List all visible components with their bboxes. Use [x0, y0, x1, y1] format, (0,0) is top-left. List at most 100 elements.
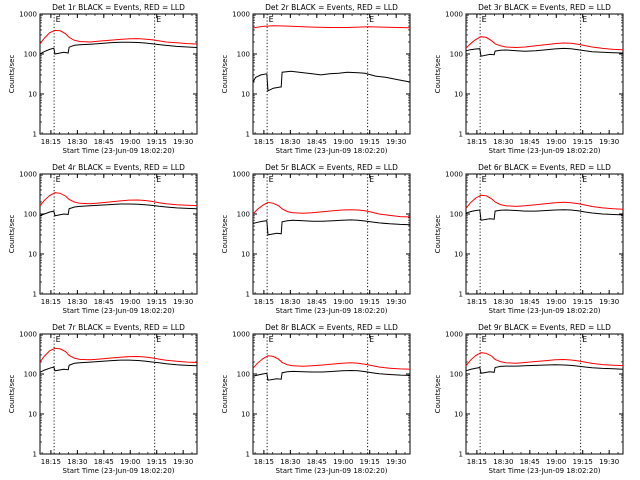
event-marker-label: E	[156, 15, 161, 24]
chart-panel-3: Det 3r BLACK = Events, RED = LLD 1 10 100 10…	[434, 3, 624, 155]
x-tick-label: 19:30	[386, 138, 406, 146]
plot-frame	[465, 13, 624, 135]
y-tick-label: 1000	[445, 331, 463, 339]
series-line-events	[252, 369, 411, 381]
plot-frame	[465, 173, 624, 295]
x-tick-label: 18:15	[467, 458, 487, 466]
event-marker-label: E	[56, 175, 61, 184]
chart-title: Det 8r BLACK = Events, RED = LLD	[265, 323, 398, 332]
y-tick-label: 1000	[232, 11, 250, 19]
y-axis-label: Counts/sec	[221, 215, 229, 254]
y-axis-label: Counts/sec	[434, 215, 442, 254]
x-tick-label: 19:15	[573, 458, 593, 466]
y-tick-label: 1	[33, 131, 37, 139]
y-tick-label: 10	[241, 251, 250, 259]
chart-panel-5: Det 5r BLACK = Events, RED = LLD 1 10 100 10…	[221, 163, 411, 315]
series-line-lld	[39, 192, 198, 207]
chart-title: Det 7r BLACK = Events, RED = LLD	[52, 323, 185, 332]
chart-panel-6: Det 6r BLACK = Events, RED = LLD 1 10 100 10…	[434, 163, 624, 315]
x-tick-label: 19:30	[386, 458, 406, 466]
y-tick-label: 10	[454, 91, 463, 99]
y-tick-label: 1000	[19, 331, 37, 339]
x-tick-label: 19:00	[120, 298, 140, 306]
event-marker-label: E	[269, 335, 274, 344]
x-tick-label: 18:45	[520, 298, 540, 306]
y-tick-label: 100	[237, 211, 250, 219]
y-tick-label: 1	[246, 291, 250, 299]
x-axis-label: Start Time (23-Jun-09 18:02:20)	[63, 307, 175, 315]
y-tick-label: 1000	[19, 171, 37, 179]
x-tick-label: 18:45	[307, 458, 327, 466]
y-tick-label: 100	[450, 371, 463, 379]
x-tick-label: 18:30	[493, 298, 513, 306]
y-tick-label: 100	[450, 211, 463, 219]
x-tick-label: 18:45	[94, 138, 114, 146]
y-tick-label: 1000	[19, 11, 37, 19]
y-tick-label: 10	[454, 251, 463, 259]
event-marker-label: E	[156, 175, 161, 184]
x-tick-label: 18:45	[520, 138, 540, 146]
x-tick-label: 19:15	[147, 458, 167, 466]
x-tick-label: 18:45	[94, 298, 114, 306]
x-axis-label: Start Time (23-Jun-09 18:02:20)	[276, 307, 388, 315]
series-line-events	[39, 359, 198, 373]
plot-frame	[252, 13, 411, 135]
y-tick-label: 10	[454, 411, 463, 419]
series-line-events	[39, 41, 198, 55]
y-tick-label: 1	[33, 451, 37, 459]
x-axis-label: Start Time (23-Jun-09 18:02:20)	[63, 467, 175, 475]
x-tick-label: 18:15	[467, 138, 487, 146]
series-line-lld	[465, 194, 624, 210]
x-axis-label: Start Time (23-Jun-09 18:02:20)	[489, 467, 601, 475]
series-line-lld	[39, 29, 198, 45]
x-axis-label: Start Time (23-Jun-09 18:02:20)	[489, 307, 601, 315]
y-tick-label: 100	[237, 51, 250, 59]
chart-panel-8: Det 8r BLACK = Events, RED = LLD 1 10 100 10…	[221, 323, 411, 475]
x-tick-label: 18:30	[280, 138, 300, 146]
x-tick-label: 19:30	[173, 458, 193, 466]
x-tick-label: 18:30	[67, 298, 87, 306]
chart-panel-7: Det 7r BLACK = Events, RED = LLD 1 10 100 10…	[8, 323, 198, 475]
event-marker-label: E	[56, 15, 61, 24]
y-tick-label: 1000	[445, 171, 463, 179]
y-tick-label: 1	[459, 291, 463, 299]
y-tick-label: 1	[33, 291, 37, 299]
x-tick-label: 18:45	[307, 138, 327, 146]
event-marker-label: E	[482, 335, 487, 344]
y-tick-label: 100	[24, 371, 37, 379]
chart-title: Det 1r BLACK = Events, RED = LLD	[52, 3, 185, 12]
event-marker-label: E	[56, 335, 61, 344]
x-axis-label: Start Time (23-Jun-09 18:02:20)	[276, 467, 388, 475]
x-tick-label: 18:30	[280, 298, 300, 306]
y-tick-label: 1000	[232, 331, 250, 339]
event-marker-label: E	[582, 15, 587, 24]
x-tick-label: 19:00	[546, 298, 566, 306]
series-line-events	[465, 47, 624, 57]
x-tick-label: 19:15	[147, 298, 167, 306]
event-marker-label: E	[482, 175, 487, 184]
y-tick-label: 100	[237, 371, 250, 379]
x-tick-label: 18:45	[520, 458, 540, 466]
x-tick-label: 18:15	[467, 298, 487, 306]
series-line-lld	[465, 352, 624, 367]
x-tick-label: 19:00	[546, 138, 566, 146]
event-marker-label: E	[269, 15, 274, 24]
series-line-events	[465, 364, 624, 374]
x-tick-label: 19:15	[573, 138, 593, 146]
event-marker-label: E	[582, 335, 587, 344]
y-axis-label: Counts/sec	[8, 215, 16, 254]
x-tick-label: 19:30	[173, 138, 193, 146]
x-tick-label: 19:15	[147, 138, 167, 146]
y-tick-label: 10	[28, 251, 37, 259]
x-tick-label: 18:30	[280, 458, 300, 466]
x-tick-label: 19:00	[120, 138, 140, 146]
x-tick-label: 18:30	[493, 458, 513, 466]
series-line-lld	[39, 347, 198, 363]
plot-frame	[39, 173, 198, 295]
event-marker-label: E	[369, 15, 374, 24]
y-tick-label: 100	[450, 51, 463, 59]
x-tick-label: 18:15	[254, 298, 274, 306]
x-tick-label: 19:00	[120, 458, 140, 466]
y-axis-label: Counts/sec	[434, 375, 442, 414]
